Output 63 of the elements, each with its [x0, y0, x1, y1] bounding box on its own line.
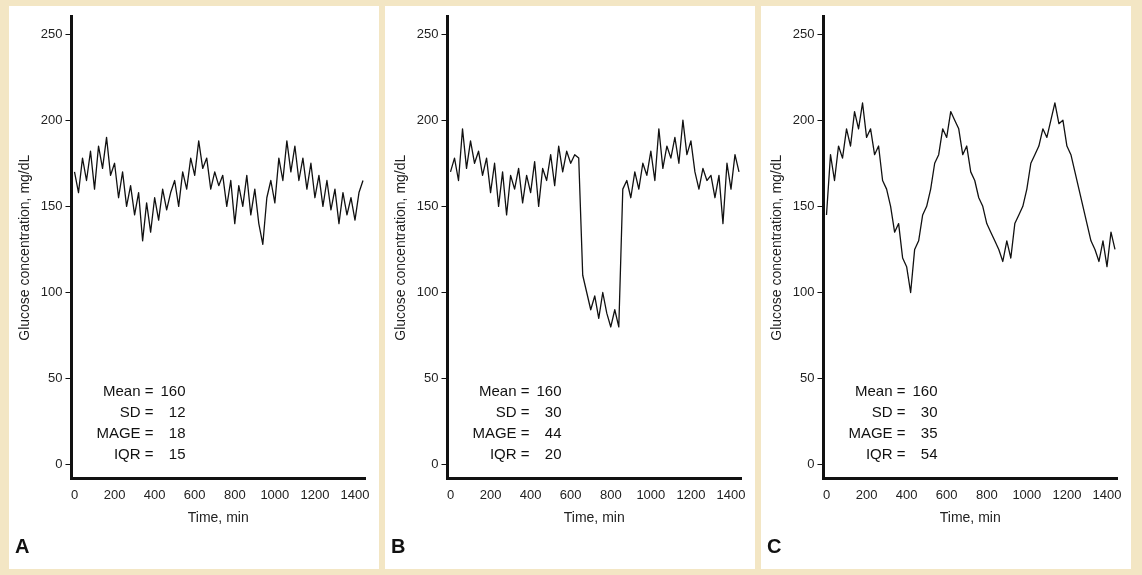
y-tick-label: 250 [40, 25, 63, 41]
y-tick-label: 0 [807, 456, 815, 472]
x-tick-label: 800 [975, 486, 998, 502]
x-tick-label: 1200 [300, 486, 330, 502]
annotation: Mean = 160 [103, 381, 186, 399]
y-tick-label: 100 [40, 284, 63, 300]
y-axis-title: Glucose concentration, mg/dL [16, 154, 33, 341]
x-tick-label: 200 [479, 486, 502, 502]
x-axis-title: Time, min [563, 509, 625, 526]
annotation: IQR = 15 [113, 444, 186, 462]
x-tick-label: 600 [935, 486, 958, 502]
y-tick-label: 250 [416, 25, 439, 41]
x-tick-label: 800 [223, 486, 246, 502]
x-tick-label: 1200 [676, 486, 706, 502]
y-tick-label: 100 [792, 284, 815, 300]
annotation: Mean = 160 [855, 381, 938, 399]
annotation: SD = 30 [495, 402, 562, 420]
y-tick-label: 150 [792, 197, 815, 213]
x-axis-title: Time, min [939, 509, 1001, 526]
x-tick-label: 1400 [716, 486, 746, 502]
y-tick-label: 0 [431, 456, 439, 472]
x-tick-label: 600 [559, 486, 582, 502]
y-tick-label: 100 [416, 284, 439, 300]
annotation: IQR = 54 [865, 444, 938, 462]
x-tick-label: 400 [519, 486, 542, 502]
x-tick-label: 1000 [260, 486, 290, 502]
y-tick-label: 50 [48, 370, 63, 386]
x-tick-label: 1000 [636, 486, 666, 502]
y-axis-title: Glucose concentration, mg/dL [392, 154, 409, 341]
x-tick-label: 600 [183, 486, 206, 502]
y-tick-label: 50 [424, 370, 439, 386]
annotation: IQR = 20 [489, 444, 562, 462]
x-axis-title: Time, min [187, 509, 249, 526]
x-tick-label: 1000 [1012, 486, 1042, 502]
y-tick-label: 200 [40, 111, 63, 127]
annotation: MAGE = 35 [848, 423, 938, 441]
annotation: SD = 12 [119, 402, 186, 420]
x-tick-label: 400 [895, 486, 918, 502]
text: C [767, 535, 782, 557]
x-tick-label: 0 [70, 486, 79, 502]
annotation: MAGE = 44 [472, 423, 562, 441]
y-axis-title: Glucose concentration, mg/dL [768, 154, 785, 341]
x-tick-label: 1200 [1052, 486, 1082, 502]
annotation: Mean = 160 [479, 381, 562, 399]
annotation: SD = 30 [871, 402, 938, 420]
y-tick-label: 50 [800, 370, 815, 386]
x-tick-label: 400 [143, 486, 166, 502]
y-tick-label: 0 [55, 456, 63, 472]
text: A [15, 535, 30, 557]
x-tick-label: 200 [103, 486, 126, 502]
x-tick-label: 0 [822, 486, 831, 502]
text: B [391, 535, 406, 557]
x-tick-label: 0 [446, 486, 455, 502]
y-tick-label: 150 [40, 197, 63, 213]
x-tick-label: 200 [855, 486, 878, 502]
x-tick-label: 800 [599, 486, 622, 502]
y-tick-label: 250 [792, 25, 815, 41]
annotation: MAGE = 18 [96, 423, 186, 441]
y-tick-label: 150 [416, 197, 439, 213]
x-tick-label: 1400 [340, 486, 370, 502]
y-tick-label: 200 [416, 111, 439, 127]
y-tick-label: 200 [792, 111, 815, 127]
x-tick-label: 1400 [1092, 486, 1122, 502]
